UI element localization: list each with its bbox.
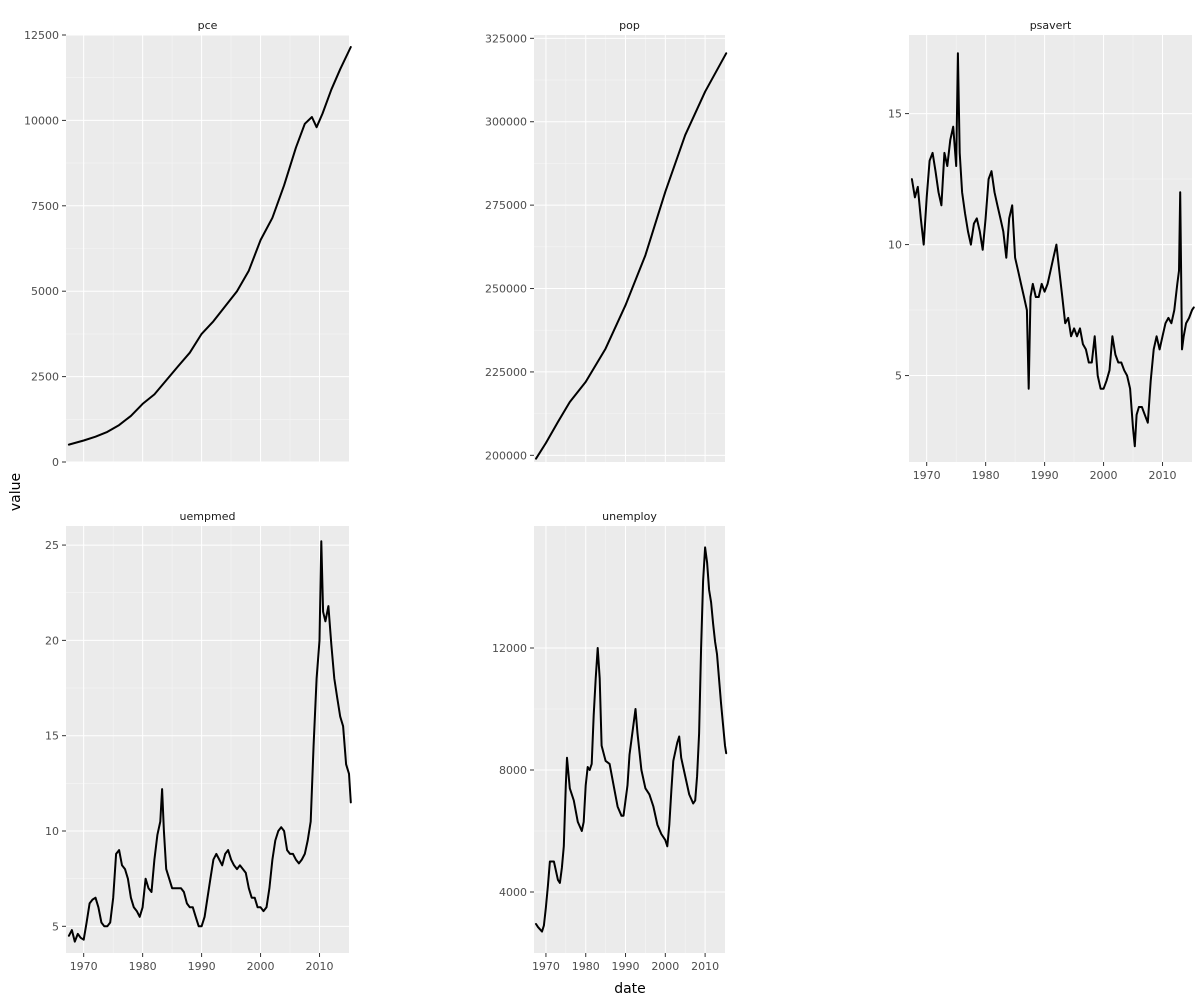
y-tick-label: 12000: [492, 642, 527, 655]
facet-panels: 0 2500 5000 7500 10000 12500 pce 200000 225000 25…: [24, 19, 1195, 973]
y-tick-label: 5: [895, 370, 902, 383]
facet-pce: 0 2500 5000 7500 10000 12500 pce: [24, 19, 352, 469]
y-tick-label: 4000: [499, 886, 527, 899]
x-axis-title: date: [614, 981, 646, 997]
y-axis-title: value: [8, 473, 24, 511]
y-tick-label: 25: [45, 539, 59, 552]
x-tick-label: 1990: [188, 960, 216, 973]
panel-background: [534, 526, 725, 953]
x-tick-label: 1980: [972, 469, 1000, 482]
facet-strip-label: pce: [198, 19, 218, 32]
series-line-uempmed: [67, 540, 352, 943]
x-tick-label: 1990: [612, 960, 640, 973]
y-tick-label: 8000: [499, 764, 527, 777]
y-tick-label: 225000: [485, 366, 527, 379]
facet-strip-label: unemploy: [602, 510, 657, 523]
facet-unemploy: 4000 8000 12000 1970 1980 1990 2000 2010 unemplo…: [492, 510, 728, 973]
y-tick-label: 0: [52, 456, 59, 469]
x-tick-label: 2010: [306, 960, 334, 973]
x-tick-label: 2010: [1149, 469, 1177, 482]
x-tick-label: 1970: [532, 960, 560, 973]
x-tick-label: 2010: [691, 960, 719, 973]
x-tick-label: 1970: [70, 960, 98, 973]
series-line-unemploy: [535, 546, 728, 933]
y-tick-label: 15: [45, 730, 59, 743]
x-tick-label: 1980: [572, 960, 600, 973]
panel-background: [66, 526, 349, 953]
series-line-pce: [67, 46, 352, 446]
x-tick-label: 1970: [913, 469, 941, 482]
series-line-psavert: [910, 52, 1195, 448]
y-tick-label: 7500: [31, 200, 59, 213]
y-tick-label: 10000: [24, 114, 59, 127]
facet-uempmed: 5 10 15 20 25 1970 1980 1990 2000 2010 uempmed: [45, 510, 352, 973]
facet-strip-label: uempmed: [180, 510, 236, 523]
x-tick-label: 2000: [651, 960, 679, 973]
y-tick-label: 10: [888, 239, 902, 252]
y-tick-label: 2500: [31, 371, 59, 384]
x-tick-label: 2000: [1090, 469, 1118, 482]
y-tick-label: 250000: [485, 283, 527, 296]
x-tick-label: 1980: [129, 960, 157, 973]
y-tick-label: 10: [45, 825, 59, 838]
y-tick-label: 20: [45, 634, 59, 647]
y-tick-label: 300000: [485, 116, 527, 129]
y-tick-label: 12500: [24, 29, 59, 42]
y-tick-label: 5000: [31, 285, 59, 298]
x-tick-label: 1990: [1031, 469, 1059, 482]
facet-strip-label: pop: [619, 19, 640, 32]
facet-strip-label: psavert: [1030, 19, 1072, 32]
y-tick-label: 200000: [485, 449, 527, 462]
y-tick-label: 275000: [485, 199, 527, 212]
y-tick-label: 15: [888, 108, 902, 121]
panel-background: [534, 35, 725, 462]
facet-pop: 200000 225000 250000 275000 300000 325000 pop: [485, 19, 728, 462]
facet-psavert: 5 10 15 1970 1980 1990 2000 2010 psavert: [888, 19, 1195, 482]
series-line-pop: [535, 52, 728, 460]
y-tick-label: 325000: [485, 32, 527, 45]
x-tick-label: 2000: [247, 960, 275, 973]
y-tick-label: 5: [52, 920, 59, 933]
